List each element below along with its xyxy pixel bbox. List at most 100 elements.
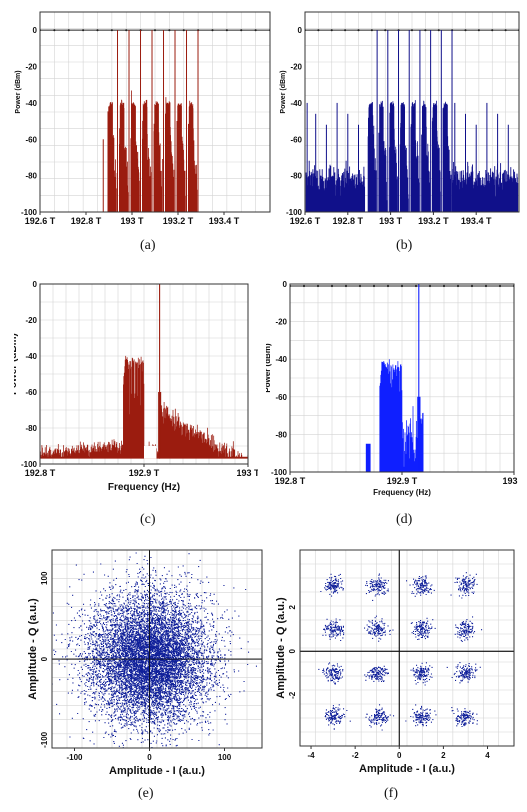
caption-e: (e) — [138, 786, 154, 801]
x-tick-label: 193 T — [120, 216, 144, 226]
y-tick-label: 0 — [298, 26, 303, 35]
caption-d: (d) — [396, 512, 413, 527]
x-axis-label: Amplitude - I (a.u.) — [359, 763, 455, 775]
caption-c: (c) — [140, 512, 156, 527]
x-tick-label: -4 — [307, 751, 315, 760]
x-tick-label: 0 — [147, 753, 152, 762]
x-tick-label: 0 — [397, 751, 402, 760]
x-tick-label: 193.4 T — [461, 216, 492, 226]
y-tick-label: 0 — [283, 280, 288, 289]
channel-band-4 — [399, 102, 409, 212]
x-axis-label: Frequency (Hz) — [108, 482, 180, 493]
x-tick-label: -100 — [66, 753, 83, 762]
x-tick-label: 4 — [485, 751, 490, 760]
channel-band-5 — [153, 101, 163, 212]
y-tick-label: -60 — [25, 388, 37, 397]
channel-band-1 — [367, 102, 377, 212]
x-tick-label: 2 — [441, 751, 446, 760]
plot-area-b — [304, 11, 520, 213]
x-tick-label: 192.8 T — [333, 216, 364, 226]
y-tick-label: -60 — [25, 135, 37, 144]
channel-band-5 — [410, 100, 420, 212]
y-axis-label: Power (dBm) — [266, 343, 272, 393]
spectrum-chart-a: 192.6 T 192.8 T 193 T 193.2 T 193.4 T 0 -20 -40… — [15, 11, 271, 226]
spectrum-chart-d: 192.8 T 192.9 T 193 T 0 -20 -40 -60 -80 -100 Freq… — [266, 280, 520, 497]
y-axis-label: Power (dBm) — [15, 70, 22, 113]
spectrum-chart-b: 192.6 T 192.8 T 193 T 193.2 T 193.4 T 0 -20 -40… — [280, 11, 520, 226]
channel-band-2 — [119, 99, 129, 212]
x-tick-label: 192.6 T — [25, 216, 56, 226]
channel-band-7 — [431, 100, 441, 212]
channel-band-8 — [188, 100, 198, 212]
channel-band-3 — [389, 101, 398, 212]
y-tick-label: -100 — [21, 208, 38, 217]
channel-band-6 — [165, 97, 175, 212]
channel-band-8 — [442, 101, 452, 212]
channel-band-4 — [142, 99, 152, 212]
x-tick-label: 192.8 T — [275, 476, 306, 486]
plot-area-f — [299, 549, 515, 747]
x-tick-label: 192.8 T — [71, 216, 102, 226]
y-tick-label: -2 — [288, 691, 297, 699]
x-tick-label: 193 T — [236, 468, 258, 478]
constellation-points-f — [318, 572, 483, 731]
x-tick-label: 193 T — [502, 476, 520, 486]
gap-region — [144, 446, 157, 459]
y-tick-label: -40 — [25, 352, 37, 361]
channel-band-3 — [130, 90, 140, 212]
y-tick-label: -60 — [290, 135, 302, 144]
y-tick-label: -100 — [21, 460, 38, 469]
y-tick-label: -20 — [25, 63, 37, 72]
y-tick-label: -60 — [275, 393, 287, 402]
y-tick-label: -40 — [290, 99, 302, 108]
x-tick-label: 192.8 T — [25, 468, 56, 478]
y-tick-label: 0 — [288, 649, 297, 654]
y-tick-label: 0 — [33, 26, 38, 35]
y-tick-label: 2 — [288, 604, 297, 609]
y-tick-label: -20 — [290, 63, 302, 72]
y-axis-label: Power (dBm) — [280, 70, 287, 113]
x-tick-label: 193.2 T — [418, 216, 449, 226]
y-axis-label: Power (dBm) — [14, 333, 19, 395]
x-tick-label: 100 — [218, 753, 232, 762]
channel-band-1 — [107, 102, 117, 212]
caption-f: (f) — [384, 786, 398, 801]
x-axis-label: Frequency (Hz) — [373, 488, 431, 497]
spectrum-trace-d — [365, 359, 424, 472]
y-tick-label: -80 — [290, 172, 302, 181]
x-tick-label: 193.2 T — [163, 216, 194, 226]
caption-b: (b) — [396, 238, 413, 253]
y-tick-label: -80 — [25, 424, 37, 433]
x-tick-label: 192.6 T — [290, 216, 321, 226]
channel-band-6 — [421, 100, 430, 212]
plot-area-a — [39, 11, 271, 213]
channel-band-2 — [378, 100, 388, 212]
caption-a: (a) — [140, 238, 156, 253]
grid-d — [290, 284, 514, 472]
y-tick-label: 0 — [33, 280, 38, 289]
constellation-chart-f: -4 -2 0 2 4 2 0 -2 Amplitude - I (a.u.) Amplitude… — [275, 549, 515, 775]
x-axis-label: Amplitude - I (a.u.) — [109, 765, 205, 777]
x-tick-label: -2 — [352, 751, 360, 760]
channel-band-7 — [176, 103, 186, 212]
y-tick-label: -100 — [271, 468, 288, 477]
x-tick-label: 192.9 T — [129, 468, 160, 478]
spectrum-chart-c: 192.8 T 192.9 T 193 T 0 -20 -40 -60 -80 -100 Freq… — [14, 280, 258, 493]
constellation-chart-e: -100 0 100 100 0 -100 Amplitude - I (a.u.) Ampl… — [27, 549, 263, 777]
plot-area-e — [51, 549, 263, 749]
y-tick-label: -40 — [275, 355, 287, 364]
y-tick-label: -20 — [275, 318, 287, 327]
x-tick-label: 192.9 T — [387, 476, 418, 486]
y-tick-label: -80 — [275, 430, 287, 439]
y-axis-label: Amplitude - Q (a.u.) — [27, 598, 39, 700]
y-tick-label: -100 — [286, 208, 303, 217]
y-tick-label: -80 — [25, 172, 37, 181]
y-axis-label: Amplitude - Q (a.u.) — [275, 597, 287, 699]
y-tick-label: 100 — [40, 571, 49, 585]
x-tick-label: 193 T — [379, 216, 403, 226]
x-tick-label: 193.4 T — [209, 216, 240, 226]
y-tick-label: 0 — [40, 656, 49, 661]
y-tick-label: -20 — [25, 316, 37, 325]
y-tick-label: -40 — [25, 99, 37, 108]
y-tick-label: -100 — [40, 731, 49, 748]
